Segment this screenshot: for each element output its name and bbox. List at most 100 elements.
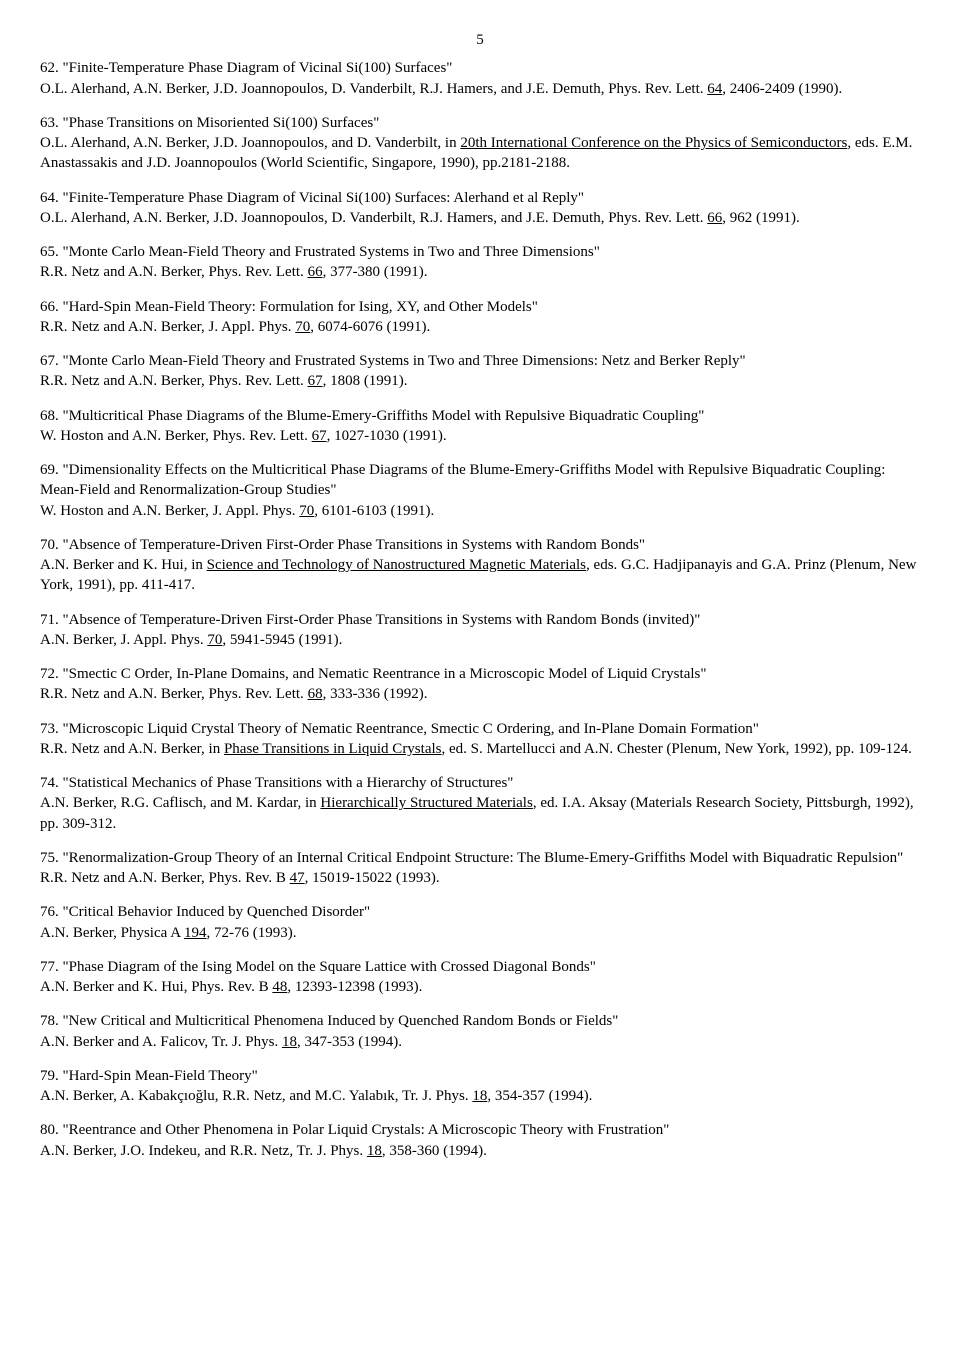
- reference-authors-pre: A.N. Berker, R.G. Caflisch, and M. Karda…: [40, 795, 320, 811]
- reference-volume: 18: [472, 1088, 487, 1104]
- reference-number: 64.: [40, 190, 63, 206]
- reference-title: "New Critical and Multicritical Phenomen…: [63, 1013, 619, 1029]
- reference-number: 77.: [40, 959, 63, 975]
- reference-entry: 73. "Microscopic Liquid Crystal Theory o…: [40, 719, 920, 760]
- reference-title: "Monte Carlo Mean-Field Theory and Frust…: [63, 353, 746, 369]
- reference-volume: 18: [282, 1034, 297, 1050]
- reference-number: 79.: [40, 1068, 63, 1084]
- reference-title: "Critical Behavior Induced by Quenched D…: [63, 904, 371, 920]
- reference-number: 80.: [40, 1122, 63, 1138]
- reference-number: 68.: [40, 408, 63, 424]
- reference-authors-post: , 377-380 (1991).: [323, 264, 428, 280]
- reference-authors-pre: R.R. Netz and A.N. Berker, Phys. Rev. Le…: [40, 686, 308, 702]
- reference-entry: 80. "Reentrance and Other Phenomena in P…: [40, 1120, 920, 1161]
- reference-title: "Dimensionality Effects on the Multicrit…: [40, 462, 885, 498]
- reference-authors-pre: O.L. Alerhand, A.N. Berker, J.D. Joannop…: [40, 81, 707, 97]
- reference-authors-post: , 1027-1030 (1991).: [327, 428, 447, 444]
- reference-title: "Renormalization-Group Theory of an Inte…: [63, 850, 904, 866]
- reference-title: "Monte Carlo Mean-Field Theory and Frust…: [63, 244, 600, 260]
- reference-volume: 70: [299, 503, 314, 519]
- reference-volume: 67: [308, 373, 323, 389]
- reference-authors-pre: A.N. Berker, Physica A: [40, 925, 184, 941]
- reference-title: "Phase Diagram of the Ising Model on the…: [63, 959, 596, 975]
- reference-number: 69.: [40, 462, 63, 478]
- reference-entry: 67. "Monte Carlo Mean-Field Theory and F…: [40, 351, 920, 392]
- reference-number: 66.: [40, 299, 63, 315]
- page-number: 5: [40, 30, 920, 50]
- reference-authors-pre: R.R. Netz and A.N. Berker, Phys. Rev. Le…: [40, 373, 308, 389]
- reference-authors-post: , 354-357 (1994).: [487, 1088, 592, 1104]
- reference-entry: 65. "Monte Carlo Mean-Field Theory and F…: [40, 242, 920, 283]
- references-list: 62. "Finite-Temperature Phase Diagram of…: [40, 58, 920, 1161]
- reference-title: "Reentrance and Other Phenomena in Polar…: [63, 1122, 670, 1138]
- reference-entry: 74. "Statistical Mechanics of Phase Tran…: [40, 773, 920, 834]
- reference-entry: 68. "Multicritical Phase Diagrams of the…: [40, 406, 920, 447]
- reference-number: 70.: [40, 537, 63, 553]
- reference-authors-pre: R.R. Netz and A.N. Berker, in: [40, 741, 224, 757]
- reference-title: "Microscopic Liquid Crystal Theory of Ne…: [63, 721, 759, 737]
- reference-title: "Finite-Temperature Phase Diagram of Vic…: [63, 190, 585, 206]
- reference-authors-pre: A.N. Berker and K. Hui, Phys. Rev. B: [40, 979, 272, 995]
- reference-authors-pre: A.N. Berker, A. Kabakçıoğlu, R.R. Netz, …: [40, 1088, 472, 1104]
- reference-authors-pre: W. Hoston and A.N. Berker, Phys. Rev. Le…: [40, 428, 312, 444]
- reference-number: 74.: [40, 775, 63, 791]
- reference-volume: Science and Technology of Nanostructured…: [207, 557, 586, 573]
- reference-entry: 71. "Absence of Temperature-Driven First…: [40, 610, 920, 651]
- reference-volume: 64: [707, 81, 722, 97]
- reference-volume: 20th International Conference on the Phy…: [460, 135, 847, 151]
- reference-entry: 64. "Finite-Temperature Phase Diagram of…: [40, 188, 920, 229]
- reference-entry: 77. "Phase Diagram of the Ising Model on…: [40, 957, 920, 998]
- reference-volume: 47: [290, 870, 305, 886]
- reference-title: "Statistical Mechanics of Phase Transiti…: [63, 775, 514, 791]
- reference-title: "Finite-Temperature Phase Diagram of Vic…: [63, 60, 453, 76]
- reference-title: "Absence of Temperature-Driven First-Ord…: [63, 612, 701, 628]
- reference-authors-pre: R.R. Netz and A.N. Berker, Phys. Rev. Le…: [40, 264, 308, 280]
- reference-authors-post: , 15019-15022 (1993).: [305, 870, 440, 886]
- reference-number: 71.: [40, 612, 63, 628]
- reference-authors-post: , 1808 (1991).: [323, 373, 408, 389]
- reference-title: "Smectic C Order, In-Plane Domains, and …: [63, 666, 707, 682]
- reference-volume: 66: [707, 210, 722, 226]
- reference-number: 73.: [40, 721, 63, 737]
- reference-entry: 75. "Renormalization-Group Theory of an …: [40, 848, 920, 889]
- reference-authors-post: , 12393-12398 (1993).: [287, 979, 422, 995]
- reference-number: 65.: [40, 244, 63, 260]
- reference-authors-post: , 72-76 (1993).: [206, 925, 296, 941]
- reference-authors-pre: R.R. Netz and A.N. Berker, J. Appl. Phys…: [40, 319, 295, 335]
- reference-entry: 72. "Smectic C Order, In-Plane Domains, …: [40, 664, 920, 705]
- reference-number: 62.: [40, 60, 63, 76]
- reference-entry: 78. "New Critical and Multicritical Phen…: [40, 1011, 920, 1052]
- reference-authors-post: , 347-353 (1994).: [297, 1034, 402, 1050]
- reference-entry: 70. "Absence of Temperature-Driven First…: [40, 535, 920, 596]
- reference-entry: 79. "Hard-Spin Mean-Field Theory" A.N. Be…: [40, 1066, 920, 1107]
- reference-authors-pre: A.N. Berker, J. Appl. Phys.: [40, 632, 207, 648]
- reference-number: 76.: [40, 904, 63, 920]
- reference-volume: 67: [312, 428, 327, 444]
- reference-authors-pre: W. Hoston and A.N. Berker, J. Appl. Phys…: [40, 503, 299, 519]
- reference-authors-post: , ed. S. Martellucci and A.N. Chester (P…: [441, 741, 911, 757]
- reference-volume: 68: [308, 686, 323, 702]
- reference-volume: 48: [272, 979, 287, 995]
- reference-authors-pre: R.R. Netz and A.N. Berker, Phys. Rev. B: [40, 870, 290, 886]
- reference-number: 72.: [40, 666, 63, 682]
- reference-volume: 70: [207, 632, 222, 648]
- reference-authors-post: , 333-336 (1992).: [323, 686, 428, 702]
- reference-title: "Hard-Spin Mean-Field Theory": [63, 1068, 258, 1084]
- reference-number: 78.: [40, 1013, 63, 1029]
- reference-volume: Phase Transitions in Liquid Crystals: [224, 741, 442, 757]
- reference-volume: 194: [184, 925, 207, 941]
- reference-entry: 69. "Dimensionality Effects on the Multi…: [40, 460, 920, 521]
- reference-number: 67.: [40, 353, 63, 369]
- reference-volume: 18: [367, 1143, 382, 1159]
- reference-authors-post: , 6101-6103 (1991).: [314, 503, 434, 519]
- reference-title: "Absence of Temperature-Driven First-Ord…: [63, 537, 646, 553]
- reference-authors-pre: O.L. Alerhand, A.N. Berker, J.D. Joannop…: [40, 135, 460, 151]
- reference-number: 63.: [40, 115, 63, 131]
- reference-authors-pre: O.L. Alerhand, A.N. Berker, J.D. Joannop…: [40, 210, 707, 226]
- reference-authors-post: , 2406-2409 (1990).: [722, 81, 842, 97]
- reference-entry: 63. "Phase Transitions on Misoriented Si…: [40, 113, 920, 174]
- reference-entry: 76. "Critical Behavior Induced by Quench…: [40, 902, 920, 943]
- reference-title: "Hard-Spin Mean-Field Theory: Formulatio…: [63, 299, 538, 315]
- reference-authors-post: , 962 (1991).: [722, 210, 800, 226]
- reference-volume: Hierarchically Structured Materials: [320, 795, 532, 811]
